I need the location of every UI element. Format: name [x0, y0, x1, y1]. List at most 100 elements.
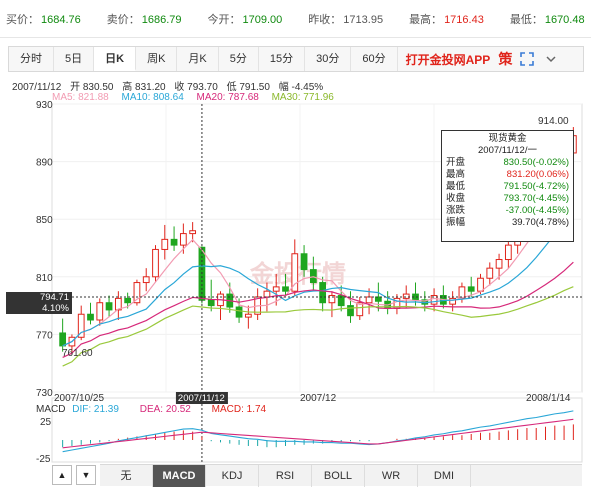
info-key: 最低 — [446, 181, 466, 192]
candle-body — [495, 259, 503, 269]
candle-body — [114, 297, 122, 311]
candle-body — [124, 297, 132, 304]
ohlc-close: 收 793.70 — [174, 82, 218, 93]
indicator-tab-bar: 无 MACD KDJ RSI BOLL WR DMI — [100, 464, 582, 487]
candle-body — [96, 302, 104, 321]
quote-item: 最低： 1670.48 — [510, 11, 585, 27]
ohlc-high: 高 831.20 — [122, 82, 166, 93]
info-value: 39.70(4.78%) — [511, 217, 569, 228]
quote-item: 买价： 1684.76 — [6, 11, 81, 27]
scroll-right-button[interactable]: ▼ — [76, 465, 96, 485]
cursor-pct: 4.10% — [42, 303, 69, 314]
candle-body — [179, 233, 187, 246]
info-key: 开盘 — [446, 157, 466, 168]
tab-indicator[interactable]: WR — [365, 464, 418, 487]
tab-period[interactable]: 15分 — [259, 47, 306, 71]
y-tick-label: 930 — [36, 100, 53, 111]
ma5-line — [62, 168, 574, 347]
ma30-label: MA30: 771.96 — [271, 92, 334, 103]
ohlc-amplitude: 幅 -4.45% — [278, 82, 324, 93]
candle-body — [477, 277, 484, 292]
tab-period[interactable]: 30分 — [305, 47, 352, 71]
tab-indicator[interactable]: MACD — [153, 464, 206, 487]
tab-period[interactable]: 日K — [94, 47, 137, 71]
high-annotation: 914.00 — [538, 116, 569, 127]
cursor-price-tag: 794.71 4.10% — [6, 292, 72, 314]
x-tick-label: 2008/1/14 — [526, 393, 571, 404]
quote-label: 卖价： — [106, 13, 140, 26]
candle-body — [152, 248, 159, 278]
info-row: 开盘 830.50(-0.02%) — [446, 157, 569, 169]
cursor-date-label: 2007/11/12 — [178, 393, 225, 404]
macd-tick-label: 25 — [40, 417, 52, 428]
quote-value: 1670.48 — [544, 13, 585, 26]
quote-item: 卖价： 1686.79 — [107, 11, 182, 27]
y-tick-label: 770 — [36, 330, 53, 341]
dif-label: DIF: 21.39 — [72, 404, 119, 415]
candle-body — [282, 286, 289, 292]
cursor-date-tag — [175, 392, 228, 404]
candle-body — [365, 296, 373, 304]
info-row: 最高 831.20(0.06%) — [446, 169, 569, 181]
tab-indicator[interactable]: BOLL — [312, 464, 365, 487]
info-value: -37.00(-4.45%) — [505, 205, 569, 216]
app-promo-link[interactable]: 打开金投网APP — [405, 52, 491, 67]
info-value: 831.20(0.06%) — [506, 169, 569, 180]
tab-period[interactable]: 5日 — [54, 47, 95, 71]
candle-body — [105, 302, 113, 311]
quote-label: 最低： — [509, 13, 543, 26]
candle-body — [356, 302, 364, 317]
quote-label: 昨收： — [308, 13, 342, 26]
tab-indicator[interactable]: KDJ — [206, 464, 259, 487]
quote-value: 1716.43 — [444, 13, 484, 26]
candle-body — [291, 253, 299, 292]
candle-body — [142, 276, 150, 284]
candle-body — [328, 295, 336, 304]
y-tick-label: 810 — [36, 273, 53, 284]
ma5-label: MA5: 821.88 — [52, 92, 109, 103]
candle-body — [170, 238, 178, 246]
candle-body — [272, 286, 280, 292]
chevron-down-icon[interactable] — [542, 50, 560, 68]
scroll-left-button[interactable]: ▲ — [52, 465, 72, 485]
info-row: 收盘 793.70(-4.45%) — [446, 193, 569, 205]
info-value: 830.50(-0.02%) — [503, 157, 569, 168]
candle-body — [59, 332, 67, 347]
info-row: 振幅 39.70(4.78%) — [446, 217, 569, 229]
info-key: 最高 — [446, 169, 466, 180]
macd-plot-frame — [51, 397, 583, 463]
info-key: 涨跌 — [446, 205, 466, 216]
ohlc-open: 开 830.50 — [70, 82, 114, 93]
tab-indicator[interactable]: RSI — [259, 464, 312, 487]
tab-period[interactable]: 月K — [177, 47, 219, 71]
tab-indicator[interactable]: DMI — [418, 464, 471, 487]
candle-body — [319, 282, 327, 304]
info-date: 2007/11/12/一 — [478, 145, 537, 156]
candle-body — [504, 244, 512, 261]
ma20-line — [62, 261, 574, 358]
quote-item: 昨收： 1713.95 — [308, 11, 383, 27]
tab-period[interactable]: 5分 — [219, 47, 259, 71]
quote-item: 最高： 1716.43 — [409, 11, 484, 27]
tab-indicator[interactable]: 无 — [100, 464, 153, 487]
candle-body — [87, 313, 94, 321]
quote-label: 买价： — [6, 13, 39, 26]
candle-body — [337, 295, 345, 307]
macd-indicator-label: MACD — [36, 404, 66, 415]
quote-label: 今开： — [207, 13, 241, 26]
dea-label: DEA: 20.52 — [139, 404, 191, 415]
tab-period[interactable]: 60分 — [351, 47, 398, 71]
tab-period[interactable]: 分时 — [9, 47, 54, 71]
quote-label: 最高： — [409, 13, 443, 26]
candle-body — [449, 297, 457, 305]
tab-period[interactable]: 周K — [136, 47, 178, 71]
candle-body — [207, 299, 215, 307]
strategy-logo[interactable]: 策 — [498, 51, 513, 67]
info-value: 791.50(-4.72%) — [503, 181, 569, 192]
x-tick-label: 2007/10/25 — [54, 393, 104, 404]
y-tick-label: 730 — [36, 388, 53, 399]
candle-body — [402, 293, 410, 299]
macd-value-label: MACD: 1.74 — [211, 404, 267, 415]
fullscreen-icon[interactable] — [518, 50, 536, 68]
